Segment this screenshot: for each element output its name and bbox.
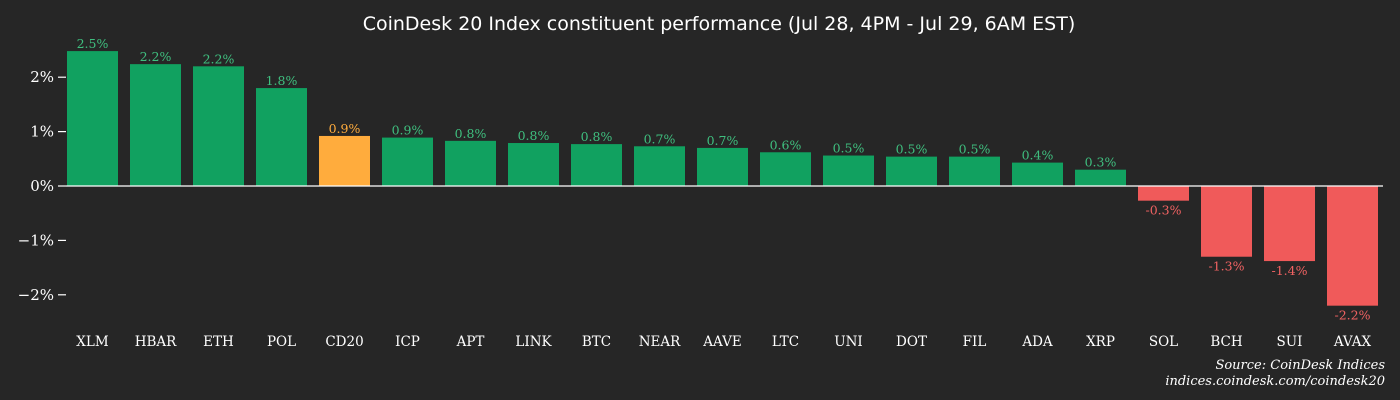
y-tick-label: −2% xyxy=(18,286,54,304)
y-axis: 2% 1% 0% −1% −2% xyxy=(18,68,66,304)
data-label-avax: -2.2% xyxy=(1335,308,1371,323)
category-label-ltc: LTC xyxy=(772,334,799,350)
y-tick-label: 1% xyxy=(30,123,54,141)
bar-pol xyxy=(256,88,307,186)
category-label-btc: BTC xyxy=(582,334,611,350)
bar-bch xyxy=(1201,186,1252,257)
category-label-apt: APT xyxy=(456,334,485,350)
y-tick-label: 0% xyxy=(30,177,54,195)
data-label-xrp: 0.3% xyxy=(1085,155,1117,170)
bar-hbar xyxy=(130,64,181,186)
bar-aave xyxy=(697,147,748,186)
bar-icp xyxy=(382,137,433,186)
data-label-apt: 0.8% xyxy=(455,126,487,141)
bar-apt xyxy=(445,140,496,186)
data-labels: 2.5% 2.2% 2.2% 1.8% 0.9% 0.9% 0.8% 0.8% 0.8% 0.7%… xyxy=(77,36,1371,323)
data-label-dot: 0.5% xyxy=(896,142,928,157)
data-label-sol: -0.3% xyxy=(1146,203,1182,218)
bar-btc xyxy=(571,144,622,186)
category-label-fil: FIL xyxy=(963,334,987,350)
bar-avax xyxy=(1327,186,1378,306)
category-label-near: NEAR xyxy=(639,334,681,350)
bar-cd20 xyxy=(319,135,370,186)
category-label-dot: DOT xyxy=(896,334,927,350)
y-tick-label: −1% xyxy=(18,231,54,249)
data-label-icp: 0.9% xyxy=(392,123,424,138)
category-label-icp: ICP xyxy=(395,334,420,350)
bar-ltc xyxy=(760,152,811,186)
bar-ada xyxy=(1012,162,1063,186)
chart-title: CoinDesk 20 Index constituent performanc… xyxy=(363,13,1076,35)
bar-eth xyxy=(193,66,244,186)
data-label-btc: 0.8% xyxy=(581,129,613,144)
data-label-aave: 0.7% xyxy=(707,133,739,148)
category-label-cd20: CD20 xyxy=(325,334,363,350)
data-label-cd20: 0.9% xyxy=(329,121,361,136)
y-tick-label: 2% xyxy=(30,68,54,86)
data-label-near: 0.7% xyxy=(644,131,676,146)
category-label-uni: UNI xyxy=(834,334,863,350)
bar-link xyxy=(508,143,559,186)
category-label-xrp: XRP xyxy=(1086,334,1115,350)
data-label-ltc: 0.6% xyxy=(770,137,802,152)
bar-dot xyxy=(886,156,937,186)
category-label-aave: AAVE xyxy=(702,334,741,350)
category-label-avax: AVAX xyxy=(1333,334,1372,350)
bars xyxy=(67,51,1378,306)
bar-near xyxy=(634,146,685,186)
category-label-pol: POL xyxy=(267,334,296,350)
data-label-eth: 2.2% xyxy=(203,51,235,66)
category-label-xlm: XLM xyxy=(76,334,109,350)
category-label-sol: SOL xyxy=(1149,334,1178,350)
x-axis: XLM HBAR ETH POL CD20 ICP APT LINK BTC NEAR AAVE LT… xyxy=(76,334,1371,350)
source-credit: Source: CoinDesk Indices xyxy=(1215,358,1385,373)
data-label-link: 0.8% xyxy=(518,128,550,143)
category-label-sui: SUI xyxy=(1277,334,1303,350)
category-label-link: LINK xyxy=(515,334,552,350)
bar-fil xyxy=(949,156,1000,186)
data-label-fil: 0.5% xyxy=(959,142,991,157)
source-url: indices.coindesk.com/coindesk20 xyxy=(1165,374,1385,389)
data-label-bch: -1.3% xyxy=(1209,259,1245,274)
bar-sol xyxy=(1138,186,1189,201)
category-label-bch: BCH xyxy=(1210,334,1243,350)
category-label-eth: ETH xyxy=(203,334,234,350)
category-label-ada: ADA xyxy=(1021,334,1053,350)
bar-xrp xyxy=(1075,169,1126,186)
bar-uni xyxy=(823,155,874,186)
bar-sui xyxy=(1264,186,1315,262)
category-label-hbar: HBAR xyxy=(135,334,177,350)
data-label-ada: 0.4% xyxy=(1022,148,1054,163)
data-label-pol: 1.8% xyxy=(266,73,298,88)
data-label-xlm: 2.5% xyxy=(77,36,109,51)
data-label-hbar: 2.2% xyxy=(140,49,172,64)
data-label-uni: 0.5% xyxy=(833,141,865,156)
bar-xlm xyxy=(67,51,118,187)
data-label-sui: -1.4% xyxy=(1272,263,1308,278)
